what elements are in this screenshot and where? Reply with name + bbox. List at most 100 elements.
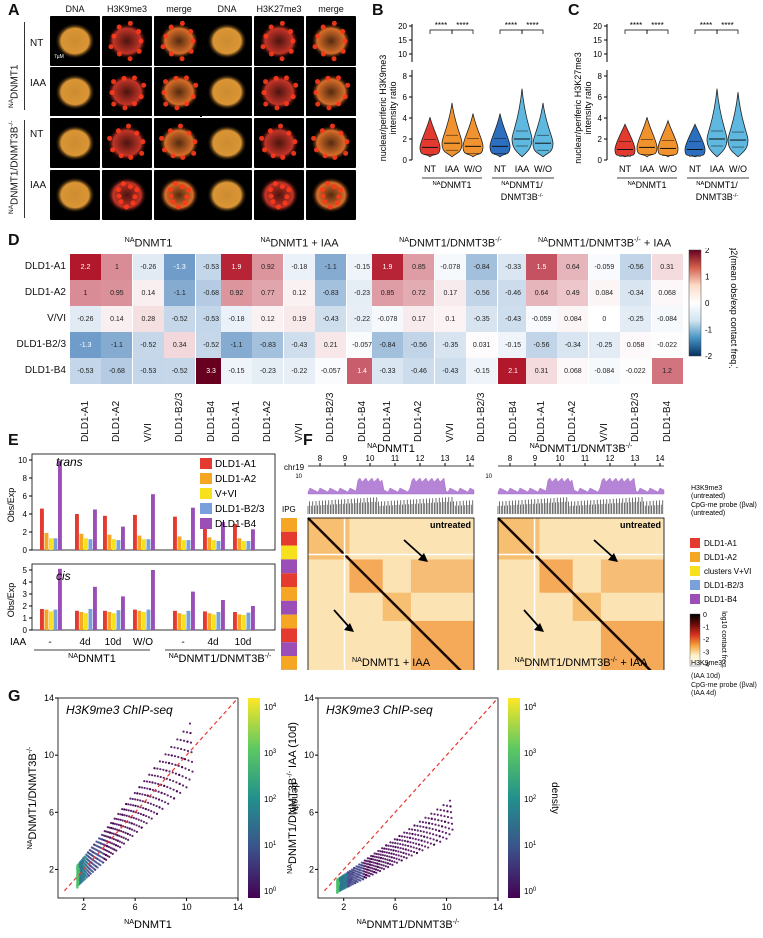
micrograph-svg xyxy=(259,123,299,161)
scatter-point xyxy=(181,784,185,787)
scatter-point xyxy=(345,876,348,880)
text-span: -/- xyxy=(453,918,460,926)
heterochromatin-focus xyxy=(292,139,298,145)
bar xyxy=(88,609,93,630)
x-tick-label: 2 xyxy=(81,902,86,912)
scatter-point xyxy=(76,865,79,868)
mb-tick-label: 14 xyxy=(656,454,665,463)
heterochromatin-focus xyxy=(131,75,137,81)
scatter-point xyxy=(105,858,108,861)
scatter-point xyxy=(114,844,118,847)
legend-swatch xyxy=(690,538,700,548)
micrograph-image xyxy=(202,67,252,117)
nucleus-shape xyxy=(107,177,147,213)
bar xyxy=(242,541,246,550)
density-colorbar xyxy=(248,698,260,898)
text-span: 0 xyxy=(273,887,277,893)
scatter-point xyxy=(145,822,148,825)
scatter-point xyxy=(103,852,106,856)
heterochromatin-focus xyxy=(179,20,185,26)
scatter-point xyxy=(88,867,91,870)
scatter-point xyxy=(155,812,159,815)
scatter-point xyxy=(127,803,130,806)
scatter-point xyxy=(381,857,385,860)
heatmap-cell: 1.9 xyxy=(372,254,403,280)
heatmap-cell: 0.12 xyxy=(252,306,284,332)
scatter-point xyxy=(365,865,368,868)
y-tick-label: 1 xyxy=(23,614,28,623)
heatmap-cell: 0.31 xyxy=(651,254,683,280)
scatter-point xyxy=(367,863,370,866)
scatter-point xyxy=(166,794,169,797)
micrograph-image xyxy=(50,67,100,117)
text-span: 0 xyxy=(533,887,537,893)
significance-bracket xyxy=(499,29,523,34)
density-tick: 102 xyxy=(524,795,537,804)
scatter-point xyxy=(179,738,182,742)
scatter-point xyxy=(371,867,374,870)
bar xyxy=(186,540,191,550)
micrograph-svg xyxy=(107,20,147,62)
heatmap-cell: 0.92 xyxy=(221,280,252,306)
bar xyxy=(112,613,116,630)
text-span: NA xyxy=(399,236,409,244)
y-tick-label: 14 xyxy=(44,693,54,703)
micrograph-image xyxy=(154,118,204,168)
heatmap-cell: -0.15 xyxy=(221,358,252,384)
scatter-point xyxy=(116,828,119,831)
micrograph-svg xyxy=(311,123,351,161)
scatter-point xyxy=(375,852,378,855)
scatter-point xyxy=(168,778,172,781)
micrograph-column-header: H3K9me3 xyxy=(106,4,148,14)
ipg-segment xyxy=(281,656,297,670)
hic-map-frame xyxy=(307,517,475,670)
heatmap-column-label: DLD1-B4 xyxy=(661,400,673,442)
scatter-point xyxy=(368,875,371,878)
heatmap-cell: -0.56 xyxy=(620,254,652,280)
scatter-point xyxy=(376,859,379,862)
scatter-point xyxy=(91,854,94,857)
bar xyxy=(58,568,62,630)
text-span: DNMT1/DNMT3B xyxy=(547,237,635,250)
scatter-point xyxy=(117,812,120,816)
scatter-point xyxy=(350,877,353,880)
colorbar-tick: -1 xyxy=(705,326,713,335)
interaction-block xyxy=(410,559,474,593)
heatmap-cell: -0.22 xyxy=(283,358,315,384)
scatter-point xyxy=(351,873,354,876)
scatter-point xyxy=(182,739,186,742)
y-tick-label: 2 xyxy=(23,528,28,537)
scatter-point xyxy=(441,830,444,833)
scatter-point xyxy=(387,844,390,847)
heatmap-title: NADNMT1 + IAA xyxy=(221,236,378,250)
text-span: 10 xyxy=(264,749,273,758)
scatter-point xyxy=(384,857,387,861)
legend-label: DLD1-A1 xyxy=(215,459,257,470)
scatter-point xyxy=(424,821,428,824)
condition-label: - xyxy=(48,637,51,648)
scatter-point xyxy=(141,800,144,803)
text-span: -/- xyxy=(26,746,34,753)
heterochromatin-focus xyxy=(279,20,285,26)
density-tick: 100 xyxy=(524,887,537,896)
density-tick: 101 xyxy=(524,841,537,850)
scatter-point xyxy=(383,850,386,854)
heterochromatin-focus xyxy=(324,181,330,187)
panel-label-f: F xyxy=(303,432,313,449)
bar xyxy=(121,596,125,630)
violin-shape xyxy=(511,88,533,158)
scatter-point xyxy=(147,816,150,819)
scatter-point xyxy=(344,882,347,885)
text-span: DNMT1 xyxy=(78,653,116,665)
y-tick-label: 10 xyxy=(304,750,314,760)
scatter-point xyxy=(131,797,134,801)
heterochromatin-focus xyxy=(108,44,114,50)
scatter-point xyxy=(442,809,446,812)
bar xyxy=(93,586,97,630)
colorbar-tick: -2 xyxy=(703,637,709,644)
scatter-point xyxy=(129,809,133,813)
heterochromatin-focus xyxy=(116,187,122,193)
micrograph-row-label: IAA xyxy=(30,180,47,191)
scatter-point xyxy=(167,802,170,805)
legend-label: DLD1-A1 xyxy=(704,539,737,548)
